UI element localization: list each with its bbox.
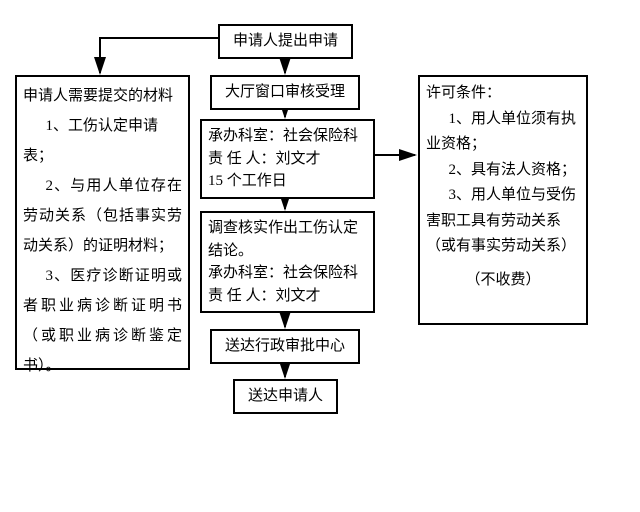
materials-title: 申请人需要提交的材料: [23, 81, 182, 111]
dept-review-line2: 责 任 人：刘文才: [208, 148, 367, 171]
investigation-line1: 调查核实作出工伤认定结论。: [208, 217, 367, 262]
node-send-center: 送达行政审批中心: [210, 329, 360, 364]
node-investigation: 调查核实作出工伤认定结论。 承办科室：社会保险科 责 任 人：刘文才: [200, 211, 375, 313]
materials-box: 申请人需要提交的材料 1、工伤认定申请表； 2、与用人单位存在劳动关系（包括事实…: [15, 75, 190, 370]
node-window-accept: 大厅窗口审核受理: [210, 75, 360, 110]
conditions-item2: 2、具有法人资格；: [426, 158, 580, 184]
node-apply: 申请人提出申请: [218, 24, 353, 59]
materials-item2: 2、与用人单位存在劳动关系（包括事实劳动关系）的证明材料；: [23, 171, 182, 261]
node-dept-review: 承办科室：社会保险科 责 任 人：刘文才 15 个工作日: [200, 119, 375, 199]
dept-review-line3: 15 个工作日: [208, 170, 367, 193]
investigation-line2: 承办科室：社会保险科: [208, 262, 367, 285]
conditions-footer: （不收费）: [426, 268, 580, 294]
conditions-item3: 3、用人单位与受伤害职工具有劳动关系（或有事实劳动关系）: [426, 183, 580, 260]
node-send-center-label: 送达行政审批中心: [225, 338, 345, 354]
investigation-line3: 责 任 人：刘文才: [208, 285, 367, 308]
node-send-applicant: 送达申请人: [233, 379, 338, 414]
node-apply-label: 申请人提出申请: [233, 33, 338, 49]
conditions-box: 许可条件： 1、用人单位须有执业资格； 2、具有法人资格； 3、用人单位与受伤害…: [418, 75, 588, 325]
dept-review-line1: 承办科室：社会保险科: [208, 125, 367, 148]
materials-item1: 1、工伤认定申请表；: [23, 111, 182, 171]
materials-item3: 3、医疗诊断证明或者职业病诊断证明书（或职业病诊断鉴定书）。: [23, 261, 182, 381]
conditions-item1: 1、用人单位须有执业资格；: [426, 107, 580, 158]
node-window-accept-label: 大厅窗口审核受理: [225, 84, 345, 100]
node-send-applicant-label: 送达申请人: [248, 388, 323, 404]
conditions-title: 许可条件：: [426, 81, 580, 107]
